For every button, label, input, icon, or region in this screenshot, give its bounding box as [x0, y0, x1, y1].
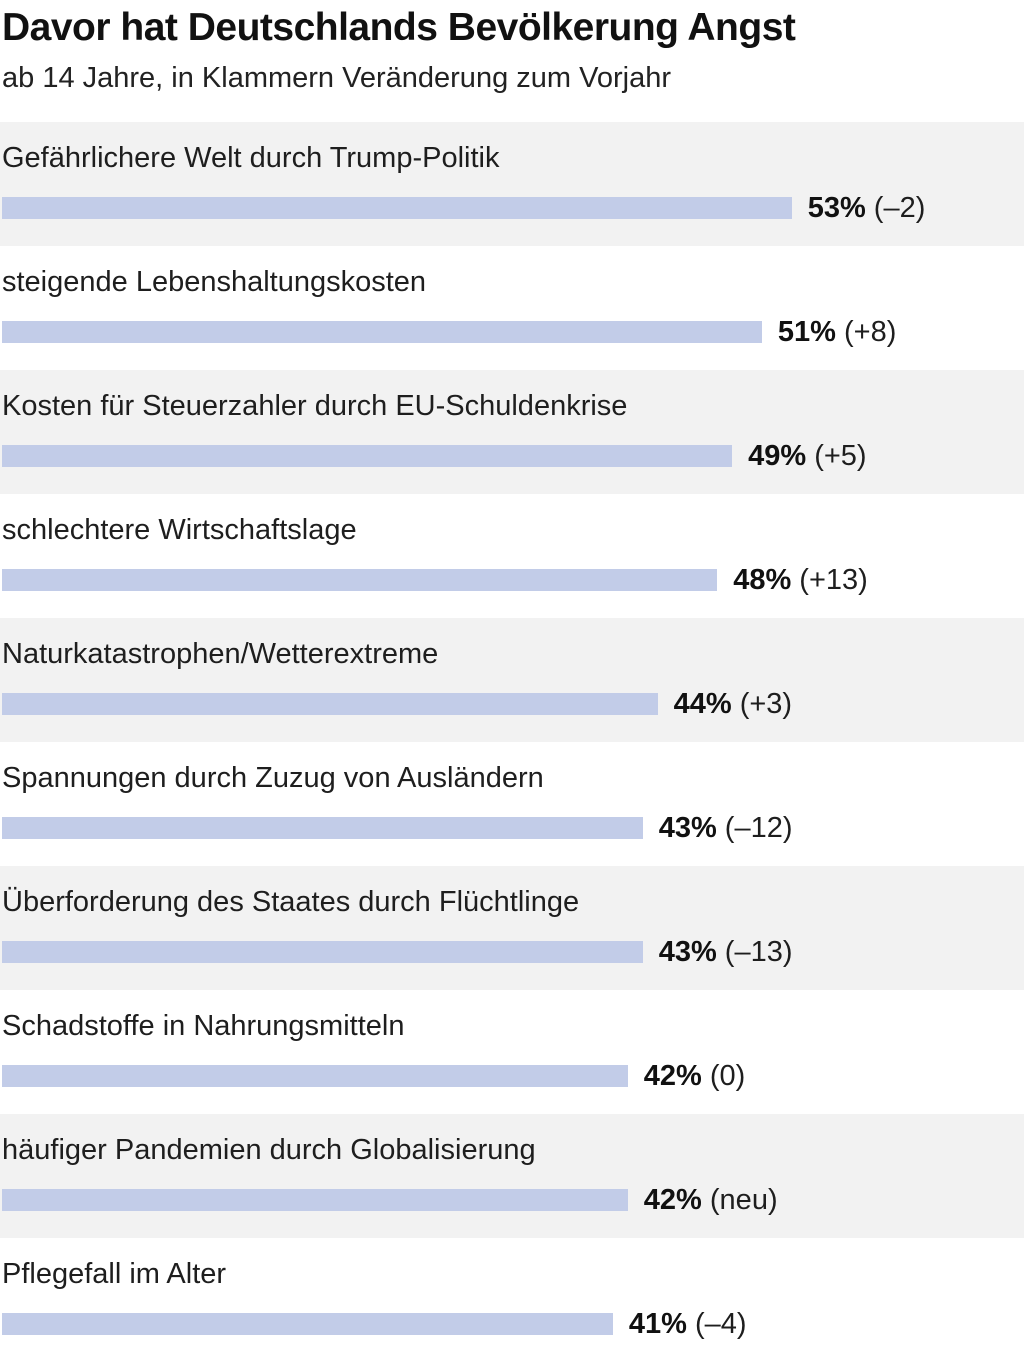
data-label: 44% (+3)	[674, 686, 792, 722]
chart-row: Gefährlichere Welt durch Trump-Politik 53…	[0, 122, 1024, 246]
value-percent: 42%	[643, 1060, 702, 1092]
chart-row: Kosten für Steuerzahler durch EU-Schulde…	[0, 370, 1024, 494]
value-change: (–4)	[686, 1308, 747, 1340]
chart-subtitle: ab 14 Jahre, in Klammern Veränderung zum…	[2, 62, 671, 94]
bar	[2, 445, 733, 467]
category-label: Pflegefall im Alter	[2, 1258, 227, 1290]
value-percent: 43%	[658, 812, 717, 844]
value-change: (+5)	[806, 440, 867, 472]
category-label: Schadstoffe in Nahrungsmitteln	[2, 1010, 405, 1042]
data-label: 41% (–4)	[629, 1306, 747, 1342]
data-label: 49% (+5)	[748, 438, 866, 474]
chart-title: Davor hat Deutschlands Bevölkerung Angst	[2, 6, 796, 49]
bar	[2, 569, 718, 591]
data-label: 42% (neu)	[644, 1182, 778, 1218]
category-label: Kosten für Steuerzahler durch EU-Schulde…	[2, 390, 628, 422]
bar	[2, 1065, 628, 1087]
value-change: (–13)	[716, 936, 793, 968]
value-change: (+3)	[731, 688, 793, 720]
bar	[2, 1313, 613, 1335]
data-label: 48% (+13)	[733, 562, 868, 598]
category-label: Gefährlichere Welt durch Trump-Politik	[2, 142, 500, 174]
value-percent: 41%	[628, 1308, 687, 1340]
value-percent: 44%	[673, 688, 732, 720]
chart-row: Schadstoffe in Nahrungsmitteln 42% (0)	[0, 990, 1024, 1114]
category-label: Spannungen durch Zuzug von Ausländern	[2, 762, 544, 794]
data-label: 53% (–2)	[808, 190, 926, 226]
value-change: (neu)	[701, 1184, 778, 1216]
chart-row: schlechtere Wirtschaftslage 48% (+13)	[0, 494, 1024, 618]
chart-row: häufiger Pandemien durch Globalisierung 4…	[0, 1114, 1024, 1238]
value-percent: 42%	[643, 1184, 702, 1216]
value-percent: 51%	[777, 316, 836, 348]
bar	[2, 197, 792, 219]
data-label: 43% (–13)	[659, 934, 793, 970]
category-label: steigende Lebenshaltungskosten	[2, 266, 427, 298]
value-change: (+13)	[791, 564, 868, 596]
bar	[2, 941, 643, 963]
category-label: schlechtere Wirtschaftslage	[2, 514, 357, 546]
bar	[2, 1189, 628, 1211]
chart-row: Naturkatastrophen/Wetterextreme 44% (+3)	[0, 618, 1024, 742]
chart-row: Überforderung des Staates durch Flüchtli…	[0, 866, 1024, 990]
bar	[2, 321, 762, 343]
data-label: 51% (+8)	[778, 314, 896, 350]
chart-row: steigende Lebenshaltungskosten 51% (+8)	[0, 246, 1024, 370]
data-label: 43% (–12)	[659, 810, 793, 846]
chart-row: Pflegefall im Alter 41% (–4)	[0, 1238, 1024, 1362]
category-label: Überforderung des Staates durch Flüchtli…	[2, 886, 580, 918]
value-change: (0)	[701, 1060, 746, 1092]
value-change: (–2)	[865, 192, 926, 224]
category-label: Naturkatastrophen/Wetterextreme	[2, 638, 439, 670]
value-change: (–12)	[716, 812, 793, 844]
value-change: (+8)	[835, 316, 897, 348]
category-label: häufiger Pandemien durch Globalisierung	[2, 1134, 536, 1166]
bar	[2, 817, 643, 839]
data-label: 42% (0)	[644, 1058, 746, 1094]
value-percent: 49%	[748, 440, 807, 472]
bar	[2, 693, 658, 715]
value-percent: 48%	[733, 564, 792, 596]
chart-row: Spannungen durch Zuzug von Ausländern 43%…	[0, 742, 1024, 866]
value-percent: 53%	[807, 192, 866, 224]
value-percent: 43%	[658, 936, 717, 968]
